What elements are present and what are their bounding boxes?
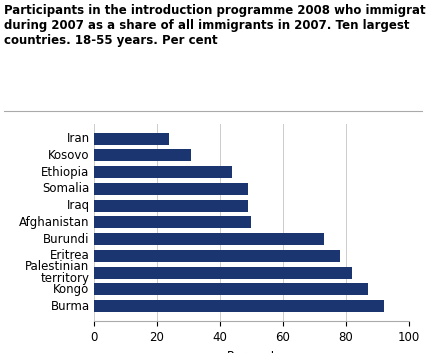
Bar [94,132,170,145]
Bar [94,250,340,262]
Bar [94,216,251,228]
Bar [94,199,248,212]
Bar [94,267,352,279]
Text: Participants in the introduction programme 2008 who immigrated
during 2007 as a : Participants in the introduction program… [4,4,426,47]
X-axis label: Per cent: Per cent [227,349,276,353]
Bar [94,283,368,295]
Bar [94,183,248,195]
Bar [94,300,384,312]
Bar [94,149,191,161]
Bar [94,166,233,178]
Bar [94,233,324,245]
